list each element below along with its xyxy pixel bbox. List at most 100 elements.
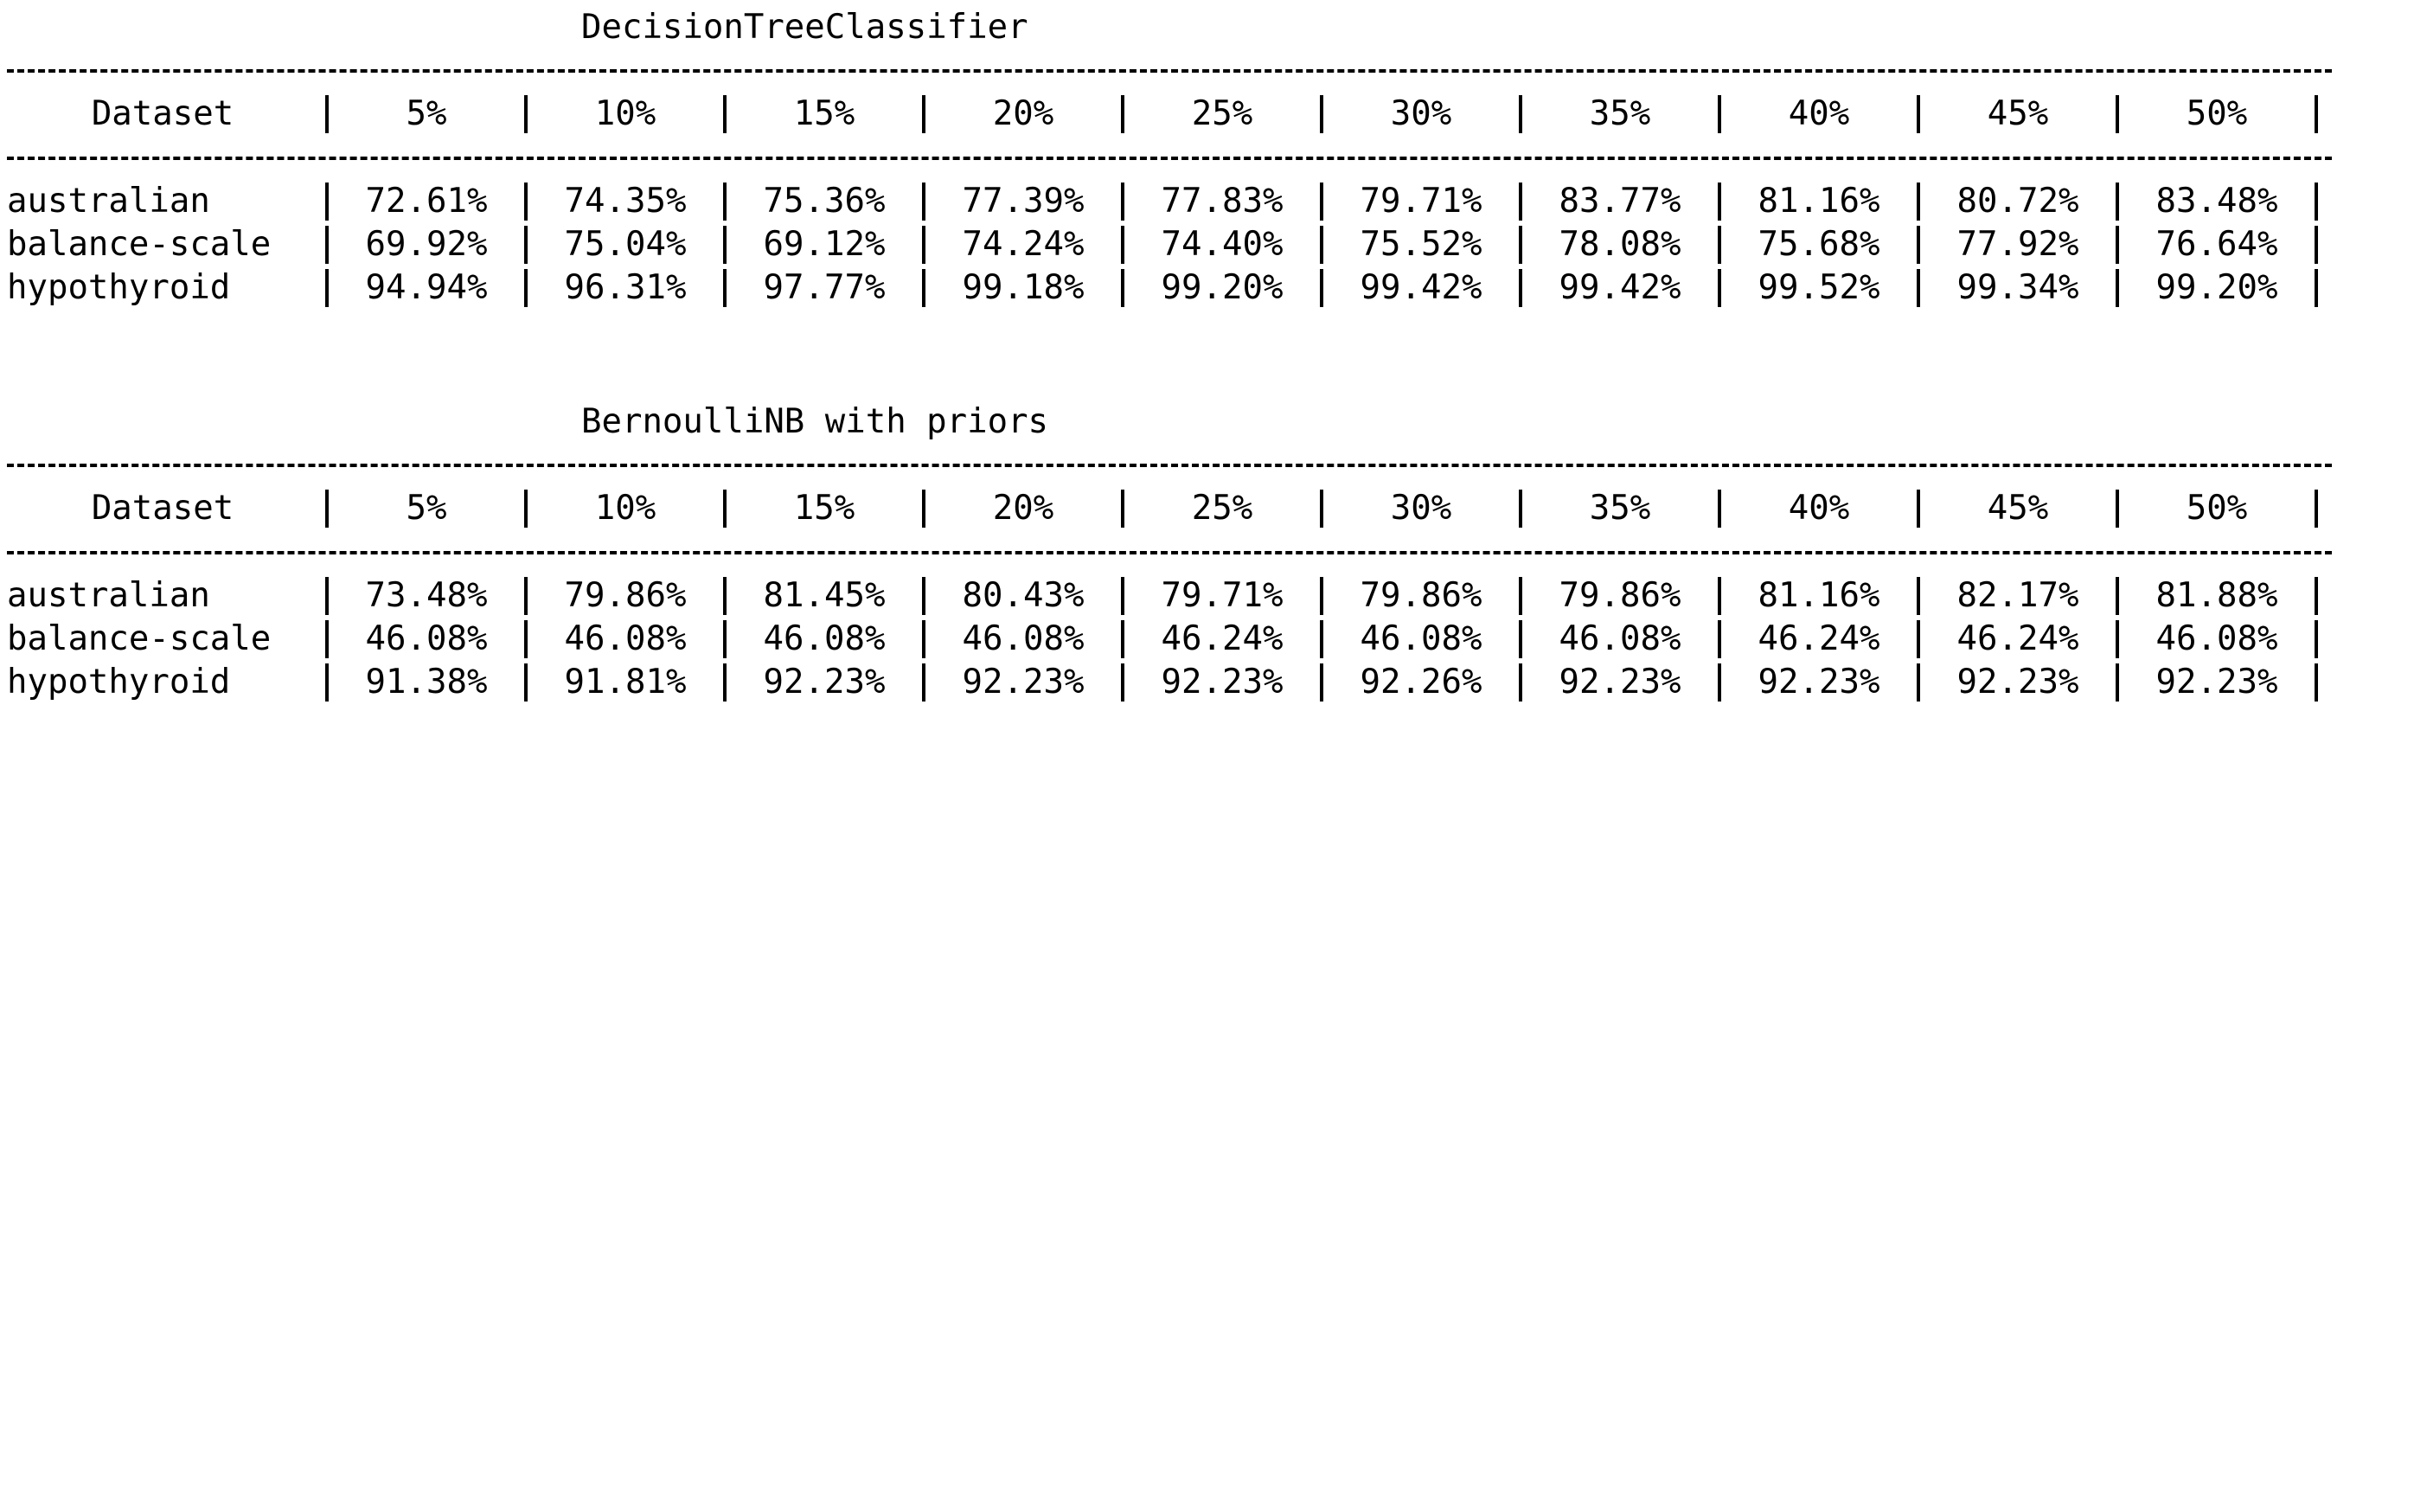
value-cell: 46.08%: [564, 619, 687, 658]
column-separator: [922, 663, 925, 702]
value-cell: 46.08%: [365, 619, 488, 658]
column-separator: [2315, 95, 2318, 133]
column-separator: [1519, 95, 1522, 133]
value-cell: 99.52%: [1758, 268, 1880, 307]
value-cell: 72.61%: [365, 182, 488, 221]
column-separator: [1121, 620, 1124, 658]
value-cell: 46.08%: [763, 619, 886, 658]
table-row: australian 72.61% 74.35% 75.36% 77.39% 7…: [0, 181, 2414, 222]
column-separator: [1121, 490, 1124, 528]
column-separator: [2116, 620, 2119, 658]
value-cell: 99.20%: [1161, 268, 1284, 307]
column-separator: [723, 577, 727, 615]
value-cell: 91.81%: [564, 663, 687, 702]
column-separator: [1718, 269, 1721, 307]
column-separator: [723, 183, 727, 221]
value-cell: 83.48%: [2155, 182, 2278, 221]
dataset-name: australian: [7, 576, 210, 615]
column-separator: [325, 663, 329, 702]
column-separator: [524, 226, 528, 264]
column-separator: [1320, 577, 1323, 615]
value-cell: 79.86%: [1559, 576, 1681, 615]
column-separator: [1718, 577, 1721, 615]
value-cell: 77.92%: [1956, 225, 2079, 264]
header-col-35: 35%: [1589, 94, 1651, 133]
header-col-40: 40%: [1788, 94, 1850, 133]
column-separator: [1519, 269, 1522, 307]
header-col-5: 5%: [406, 94, 447, 133]
column-separator: [723, 490, 727, 528]
dashed-rule-middle: [7, 551, 2332, 554]
column-separator: [325, 95, 329, 133]
dashed-rule-top: [7, 464, 2332, 467]
column-separator: [1917, 269, 1920, 307]
column-separator: [524, 620, 528, 658]
column-separator: [1519, 577, 1522, 615]
value-cell: 99.20%: [2155, 268, 2278, 307]
column-separator: [1320, 269, 1323, 307]
header-col-35: 35%: [1589, 489, 1651, 528]
column-separator: [1121, 577, 1124, 615]
value-cell: 96.31%: [564, 268, 687, 307]
value-cell: 92.23%: [1758, 663, 1880, 702]
header-col-15: 15%: [793, 94, 855, 133]
value-cell: 46.08%: [2155, 619, 2278, 658]
value-cell: 74.24%: [962, 225, 1085, 264]
column-separator: [1320, 490, 1323, 528]
column-separator: [2315, 577, 2318, 615]
table-header-row: Dataset 5% 10% 15% 20% 25% 30% 35% 40% 4…: [0, 488, 2414, 529]
column-separator: [2315, 663, 2318, 702]
value-cell: 46.24%: [1758, 619, 1880, 658]
header-col-45: 45%: [1987, 94, 2049, 133]
column-separator: [2315, 226, 2318, 264]
column-separator: [723, 663, 727, 702]
column-separator: [1718, 226, 1721, 264]
table-row: australian 73.48% 79.86% 81.45% 80.43% 7…: [0, 575, 2414, 617]
column-separator: [922, 490, 925, 528]
column-separator: [1519, 226, 1522, 264]
column-separator: [1121, 183, 1124, 221]
header-col-25: 25%: [1191, 94, 1253, 133]
value-cell: 92.23%: [1956, 663, 2079, 702]
header-col-50: 50%: [2186, 94, 2248, 133]
header-col-50: 50%: [2186, 489, 2248, 528]
value-cell: 80.72%: [1956, 182, 2079, 221]
value-cell: 46.24%: [1161, 619, 1284, 658]
column-separator: [922, 620, 925, 658]
column-separator: [1121, 663, 1124, 702]
column-separator: [1519, 183, 1522, 221]
header-col-5: 5%: [406, 489, 447, 528]
column-separator: [1917, 620, 1920, 658]
column-separator: [2116, 577, 2119, 615]
column-separator: [1519, 620, 1522, 658]
table-row: hypothyroid 91.38% 91.81% 92.23% 92.23% …: [0, 662, 2414, 703]
value-cell: 79.86%: [1360, 576, 1482, 615]
column-separator: [524, 577, 528, 615]
table-header-row: Dataset 5% 10% 15% 20% 25% 30% 35% 40% 4…: [0, 93, 2414, 135]
dataset-name: hypothyroid: [7, 663, 231, 702]
column-separator: [922, 577, 925, 615]
value-cell: 92.23%: [2155, 663, 2278, 702]
column-separator: [922, 95, 925, 133]
value-cell: 78.08%: [1559, 225, 1681, 264]
value-cell: 92.23%: [763, 663, 886, 702]
value-cell: 76.64%: [2155, 225, 2278, 264]
column-separator: [2116, 226, 2119, 264]
column-separator: [2116, 183, 2119, 221]
value-cell: 69.92%: [365, 225, 488, 264]
column-separator: [325, 269, 329, 307]
column-separator: [922, 183, 925, 221]
value-cell: 77.83%: [1161, 182, 1284, 221]
value-cell: 74.35%: [564, 182, 687, 221]
value-cell: 92.23%: [1559, 663, 1681, 702]
table-row: hypothyroid 94.94% 96.31% 97.77% 99.18% …: [0, 267, 2414, 309]
value-cell: 69.12%: [763, 225, 886, 264]
dataset-name: balance-scale: [7, 619, 272, 658]
column-separator: [325, 577, 329, 615]
column-separator: [2315, 269, 2318, 307]
column-separator: [2315, 490, 2318, 528]
value-cell: 79.71%: [1161, 576, 1284, 615]
value-cell: 81.16%: [1758, 182, 1880, 221]
table-row: balance-scale 69.92% 75.04% 69.12% 74.24…: [0, 224, 2414, 266]
dashed-rule-top: [7, 69, 2332, 73]
